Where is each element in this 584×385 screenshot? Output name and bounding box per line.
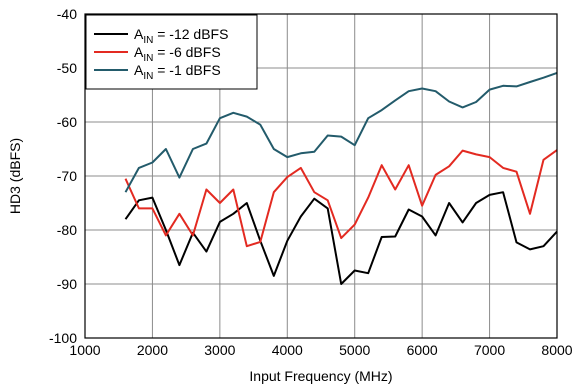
x-tick-label: 8000 xyxy=(541,342,572,358)
legend-label-2: AIN = -1 dBFS xyxy=(134,62,221,82)
x-axis-title: Input Frequency (MHz) xyxy=(249,368,392,384)
y-tick-label: -40 xyxy=(57,6,77,22)
legend-label-0: AIN = -12 dBFS xyxy=(134,26,228,46)
y-axis-title: HD3 (dBFS) xyxy=(7,138,23,214)
series-layer xyxy=(124,71,558,285)
x-tick-label: 1000 xyxy=(69,342,100,358)
x-tick-label: 7000 xyxy=(474,342,505,358)
y-tick-label: -80 xyxy=(57,222,77,238)
x-tick-label: 5000 xyxy=(339,342,370,358)
series-line-2 xyxy=(124,71,558,193)
x-tick-label: 2000 xyxy=(137,342,168,358)
series-line-1 xyxy=(124,149,558,248)
x-tick-label: 6000 xyxy=(407,342,438,358)
y-tick-label: -70 xyxy=(57,168,77,184)
y-tick-label: -100 xyxy=(49,330,77,346)
x-tick-labels: 1000 2000 3000 4000 5000 6000 7000 8000 xyxy=(69,342,572,358)
y-tick-label: -60 xyxy=(57,114,77,130)
x-tick-label: 4000 xyxy=(272,342,303,358)
x-tick-label: 3000 xyxy=(204,342,235,358)
plot-frame xyxy=(84,13,558,339)
series-line-0 xyxy=(124,191,558,285)
legend-label-1: AIN = -6 dBFS xyxy=(134,44,221,64)
y-tick-labels: -100 -90 -80 -70 -60 -50 -40 xyxy=(49,6,77,346)
y-tick-label: -50 xyxy=(57,60,77,76)
y-tick-label: -90 xyxy=(57,276,77,292)
